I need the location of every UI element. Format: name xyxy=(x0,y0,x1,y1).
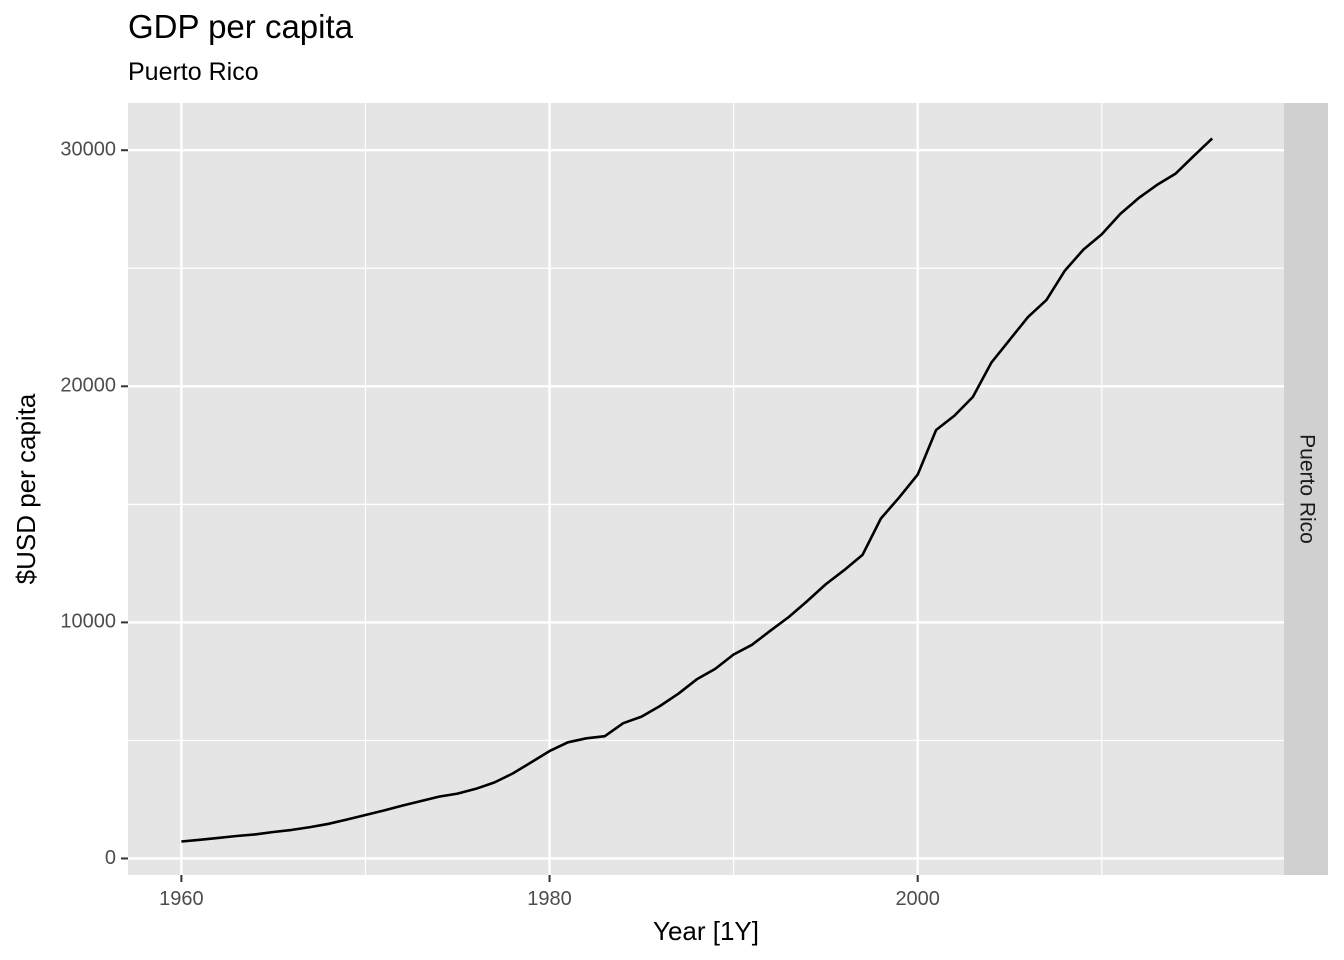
minor-gridlines xyxy=(128,103,1284,875)
facet-strip-label: Puerto Rico xyxy=(1295,434,1318,544)
y-tick-label: 0 xyxy=(105,847,116,869)
plot-panel xyxy=(128,103,1284,875)
major-gridlines xyxy=(128,103,1284,875)
x-tick-label: 1960 xyxy=(159,888,204,910)
y-tick-label: 20000 xyxy=(60,375,116,397)
series-line xyxy=(181,137,1214,843)
y-tick-label: 30000 xyxy=(60,138,116,160)
x-axis: 1960 1980 2000 xyxy=(159,875,940,910)
chart-subtitle: Puerto Rico xyxy=(128,58,259,86)
x-axis-title: Year [1Y] xyxy=(653,916,759,946)
series-layer xyxy=(181,137,1214,843)
y-axis-title: $USD per capita xyxy=(11,393,41,584)
facet-strip xyxy=(1284,103,1328,875)
chart-title: GDP per capita xyxy=(128,8,354,45)
y-axis: 0 10000 20000 30000 xyxy=(60,138,128,869)
x-tick-label: 2000 xyxy=(895,888,940,910)
y-tick-label: 10000 xyxy=(60,611,116,633)
x-tick-label: 1980 xyxy=(527,888,572,910)
